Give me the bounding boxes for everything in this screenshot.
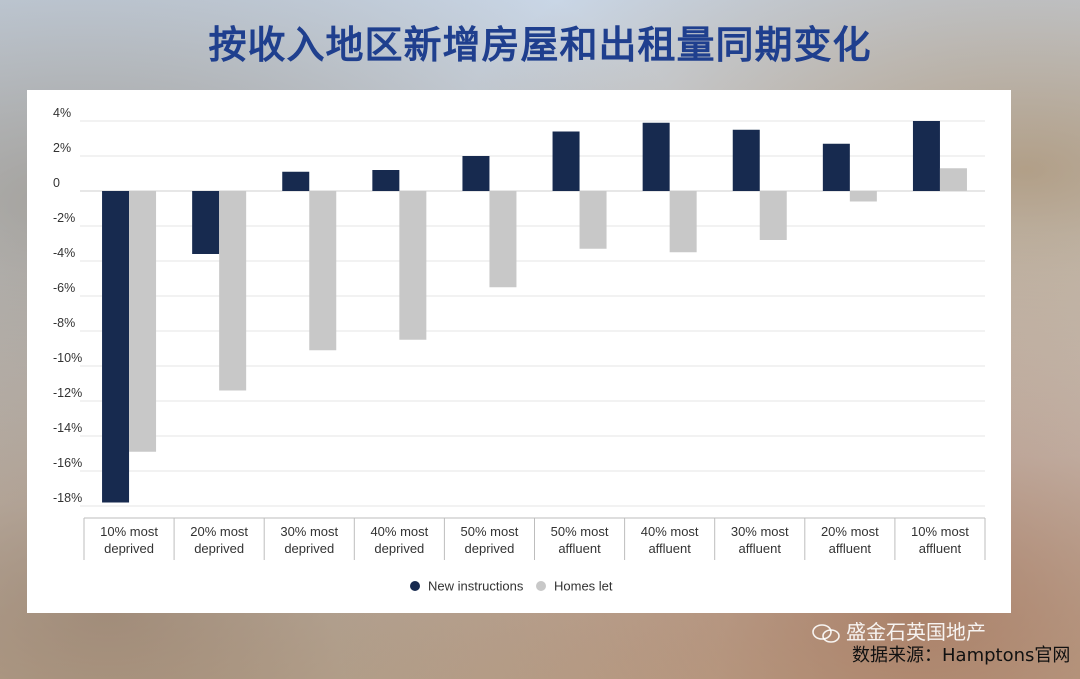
x-tick-label: affluent bbox=[558, 541, 601, 556]
bar-chart: 4% 2% 0 -2% -4% -6% -8% -10% -12% -14% -16% -18% 10… bbox=[53, 106, 986, 594]
bar-new-instructions bbox=[462, 156, 490, 191]
bar-homes-let bbox=[219, 191, 247, 391]
x-tick-label: affluent bbox=[829, 541, 872, 556]
legend-label: New instructions bbox=[428, 579, 524, 594]
bar-homes-let bbox=[579, 191, 607, 249]
x-tick-label: affluent bbox=[919, 541, 962, 556]
x-tick-label: deprived bbox=[465, 541, 515, 556]
bar-new-instructions bbox=[732, 129, 760, 191]
y-tick-label: 0 bbox=[53, 176, 60, 190]
x-tick-label: deprived bbox=[284, 541, 334, 556]
y-tick-label: -16% bbox=[53, 456, 82, 470]
y-axis-ticks: 4% 2% 0 -2% -4% -6% -8% -10% -12% -14% -16% -18% bbox=[53, 106, 82, 505]
bar-homes-let bbox=[489, 191, 517, 288]
legend-swatch bbox=[536, 581, 546, 591]
watermark-text: 盛金石英国地产 bbox=[846, 620, 986, 644]
chart-panel: 4% 2% 0 -2% -4% -6% -8% -10% -12% -14% -16% -18% 10… bbox=[27, 90, 1011, 613]
bar-homes-let bbox=[669, 191, 697, 253]
x-tick-label: affluent bbox=[648, 541, 691, 556]
legend-swatch bbox=[410, 581, 420, 591]
slide-title: 按收入地区新增房屋和出租量同期变化 bbox=[208, 23, 872, 67]
y-tick-label: 2% bbox=[53, 141, 71, 155]
y-tick-label: -12% bbox=[53, 386, 82, 400]
legend-item: Homes let bbox=[536, 579, 613, 594]
y-tick-label: -10% bbox=[53, 351, 82, 365]
bar-new-instructions bbox=[912, 121, 940, 191]
x-tick-label: 40% most bbox=[370, 524, 428, 539]
bar-homes-let bbox=[399, 191, 427, 340]
x-axis: 10% most deprived 20% most deprived 30% most… bbox=[83, 517, 986, 560]
x-tick-label: 30% most bbox=[280, 524, 338, 539]
bar-new-instructions bbox=[192, 191, 220, 254]
x-tick-label: deprived bbox=[194, 541, 244, 556]
bar-new-instructions bbox=[372, 170, 400, 191]
y-tick-label: -4% bbox=[53, 246, 75, 260]
x-tick-label: 10% most bbox=[100, 524, 158, 539]
x-tick-label: 20% most bbox=[190, 524, 248, 539]
y-tick-label: -2% bbox=[53, 211, 75, 225]
x-tick-label: 20% most bbox=[821, 524, 879, 539]
legend: New instructions Homes let bbox=[410, 579, 613, 594]
y-tick-label: -14% bbox=[53, 421, 82, 435]
bar-new-instructions bbox=[822, 143, 850, 191]
bar-homes-let bbox=[849, 191, 877, 202]
bar-new-instructions bbox=[282, 171, 310, 191]
watermark: 盛金石英国地产 bbox=[812, 616, 986, 645]
bar-homes-let bbox=[939, 168, 967, 191]
bar-homes-let bbox=[309, 191, 337, 351]
y-tick-label: -18% bbox=[53, 491, 82, 505]
x-tick-label: 30% most bbox=[731, 524, 789, 539]
bar-new-instructions bbox=[642, 122, 670, 191]
bars bbox=[102, 121, 967, 503]
x-tick-label: 40% most bbox=[641, 524, 699, 539]
source-note: 数据来源：Hamptons官网 bbox=[852, 645, 1071, 666]
y-tick-label: -8% bbox=[53, 316, 75, 330]
x-tick-label: 10% most bbox=[911, 524, 969, 539]
x-tick-label: 50% most bbox=[461, 524, 519, 539]
x-tick-label: 50% most bbox=[551, 524, 609, 539]
x-tick-label: deprived bbox=[374, 541, 424, 556]
wechat-icon bbox=[812, 623, 840, 643]
x-tick-label: affluent bbox=[739, 541, 782, 556]
x-tick-label: deprived bbox=[104, 541, 154, 556]
legend-item: New instructions bbox=[410, 579, 524, 594]
y-tick-label: 4% bbox=[53, 106, 71, 120]
bar-homes-let bbox=[759, 191, 787, 240]
y-tick-label: -6% bbox=[53, 281, 75, 295]
bar-homes-let bbox=[129, 191, 157, 452]
bar-new-instructions bbox=[102, 191, 130, 503]
legend-label: Homes let bbox=[554, 579, 613, 594]
bar-new-instructions bbox=[552, 131, 580, 191]
